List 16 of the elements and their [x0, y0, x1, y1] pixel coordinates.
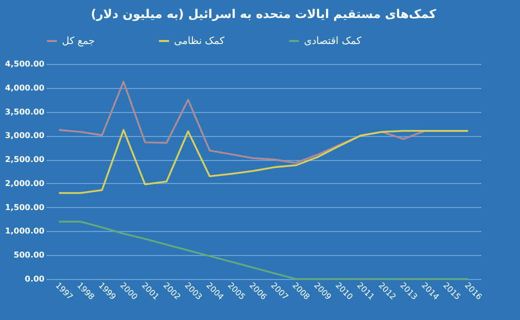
legend-label: کمک اقتصادی: [304, 36, 362, 47]
y-tick-label: 1,500.00: [5, 202, 45, 212]
y-tick-label: 1,000.00: [5, 226, 45, 236]
y-tick-label: 500.00: [14, 250, 45, 260]
y-tick-label: 0.00: [24, 274, 45, 284]
line-series: [58, 220, 469, 280]
y-tick-label: 2,000.00: [5, 178, 45, 188]
legend-label: کمک نظامی: [174, 36, 225, 47]
line-series: [58, 129, 469, 194]
y-tick-label: 3,000.00: [5, 131, 45, 140]
y-tick-label: 4,000.00: [5, 83, 45, 92]
y-tick-label: 3,500.00: [5, 107, 45, 116]
legend-label: جمع کل: [62, 36, 95, 47]
y-tick-label: 2,500.00: [5, 155, 45, 164]
y-tick-label: 4,500.00: [5, 60, 45, 68]
chart-title: کمک‌های مستقیم ایالات متحده به اسرائیل (به میلیون دلار): [90, 7, 436, 21]
